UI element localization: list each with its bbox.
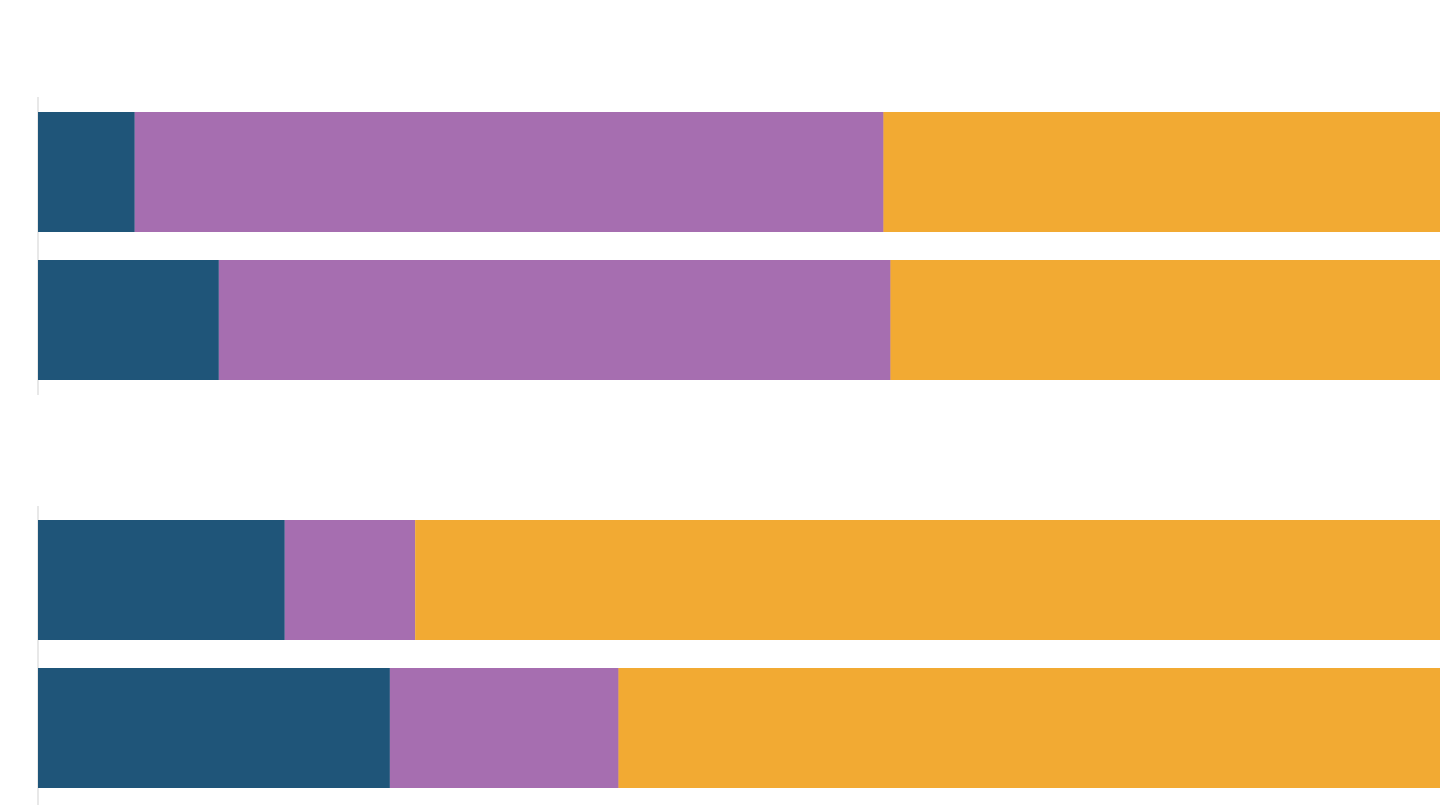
bar-segment <box>38 520 285 640</box>
bar-segment <box>38 112 135 232</box>
bar-segment <box>618 668 1440 788</box>
bar-segment <box>883 112 1440 232</box>
bar-segment <box>218 260 891 380</box>
bar-segment <box>38 668 390 788</box>
bar-segment <box>284 520 416 640</box>
bar-segment <box>890 260 1440 380</box>
bar-segment <box>389 668 619 788</box>
bar-segment <box>134 112 884 232</box>
bar-segment <box>38 260 219 380</box>
bar-segment <box>415 520 1440 640</box>
